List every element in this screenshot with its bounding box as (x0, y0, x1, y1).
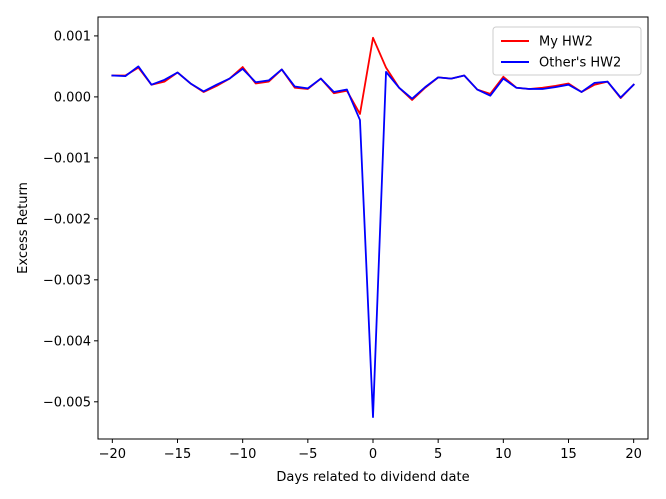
x-tick-label: −10 (229, 447, 256, 462)
x-tick-label: 20 (625, 447, 642, 462)
x-tick-label: 15 (560, 447, 577, 462)
y-tick-label: −0.003 (43, 273, 91, 288)
x-tick-label: −20 (99, 447, 126, 462)
x-tick-label: −5 (298, 447, 317, 462)
y-tick-label: −0.002 (43, 212, 91, 227)
legend: My HW2 Other's HW2 (492, 26, 642, 76)
x-axis-label: Days related to dividend date (276, 470, 469, 485)
axes-layer: −20 −15 −10 −5 0 5 10 15 20 0.001 0.000 −0.001 −0.00… (16, 16, 649, 485)
x-tick-label: −15 (164, 447, 191, 462)
legend-label-0: My HW2 (539, 35, 593, 50)
series-layer (111, 36, 635, 418)
x-tick-label: 5 (434, 447, 442, 462)
y-axis-label: Excess Return (16, 182, 31, 274)
y-tick-label: −0.001 (43, 151, 91, 166)
y-tick-label: 0.001 (54, 29, 91, 44)
y-tick-label: −0.004 (43, 334, 91, 349)
plot-area (98, 17, 648, 439)
legend-label-1: Other's HW2 (539, 56, 621, 71)
x-tick-label: 0 (369, 447, 377, 462)
y-tick-label: −0.005 (43, 395, 91, 410)
x-tick-label: 10 (495, 447, 512, 462)
y-tick-label: 0.000 (54, 90, 91, 105)
legend-box (492, 26, 642, 76)
series-line-1 (111, 65, 635, 418)
